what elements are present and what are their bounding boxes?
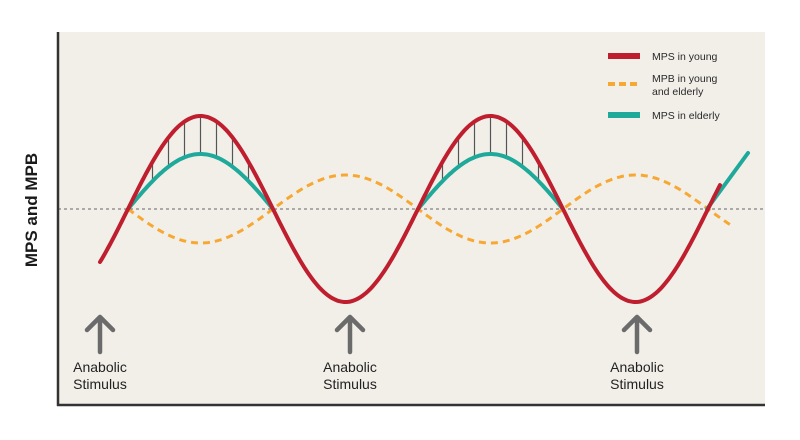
up-arrow-icon bbox=[84, 314, 116, 355]
up-arrow-icon bbox=[334, 314, 366, 355]
annotations: AnabolicStimulusAnabolicStimulusAnabolic… bbox=[73, 314, 664, 392]
legend-label-0-0: MPS in young bbox=[652, 51, 718, 63]
up-arrow-icon bbox=[621, 314, 653, 355]
legend-label-1-1: and elderly bbox=[652, 86, 704, 98]
annotation-label-2-0: Anabolic bbox=[610, 359, 664, 375]
legend-label-1-0: MPB in young bbox=[652, 73, 718, 85]
series-line-mpb-young-elderly bbox=[127, 173, 731, 245]
legend-label-2-0: MPS in elderly bbox=[652, 110, 720, 122]
annotation-label-1-0: Anabolic bbox=[323, 359, 377, 375]
hatch-marks bbox=[151, 116, 540, 182]
annotation-label-0-0: Anabolic bbox=[73, 359, 127, 375]
annotation-label-0-1: Stimulus bbox=[73, 376, 127, 392]
y-axis-label: MPS and MPB bbox=[22, 153, 41, 267]
series-line-mps-young bbox=[98, 114, 722, 304]
annotation-label-1-1: Stimulus bbox=[323, 376, 377, 392]
annotation-label-2-1: Stimulus bbox=[610, 376, 664, 392]
